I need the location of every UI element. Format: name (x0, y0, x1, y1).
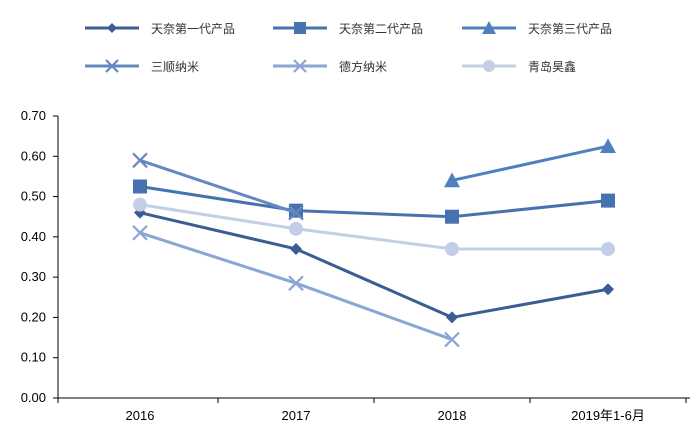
series-line (139, 211, 609, 319)
data-point (445, 209, 459, 224)
data-point (444, 331, 460, 348)
data-point (289, 203, 303, 218)
y-tick-label: 0.60 (21, 148, 46, 163)
y-tick-label: 0.00 (21, 390, 46, 405)
series-4 (132, 225, 460, 348)
series-1 (133, 179, 615, 224)
data-point (290, 242, 302, 255)
legend-marker (483, 60, 495, 72)
data-point (132, 152, 148, 169)
y-tick-label: 0.10 (21, 350, 46, 365)
data-point (602, 283, 614, 296)
x-tick-label: 2019年1-6月 (571, 408, 645, 423)
legend-label: 天奈第一代产品 (151, 22, 235, 36)
series-lines (132, 138, 616, 348)
chart-axes: 0.00 0.10 0.20 0.30 0.40 0.50 0.60 0.70 2016 2017… (21, 108, 690, 423)
x-tick-label: 2016 (126, 408, 155, 423)
series-0 (134, 206, 614, 324)
data-point (132, 225, 148, 241)
legend-marker (482, 21, 496, 34)
legend-marker (294, 22, 306, 34)
series-line (451, 144, 609, 182)
data-point (601, 193, 615, 208)
series-2 (444, 138, 616, 188)
y-tick-label: 0.50 (21, 189, 46, 204)
data-point (600, 138, 616, 154)
data-point (289, 221, 303, 236)
legend-label: 天奈第三代产品 (528, 22, 612, 36)
legend-item: 三顺纳米 (85, 59, 199, 74)
y-tick-label: 0.70 (21, 108, 46, 123)
series-line (139, 158, 297, 215)
legend-item: 德方纳米 (273, 59, 387, 74)
x-tick-label: 2018 (438, 408, 467, 423)
legend-label: 德方纳米 (339, 59, 387, 74)
data-point (288, 204, 304, 221)
legend-item: 天奈第二代产品 (273, 22, 423, 36)
data-point (133, 179, 147, 194)
legend-marker (105, 59, 119, 73)
legend-item: 青岛昊鑫 (462, 59, 576, 74)
data-point (133, 197, 147, 212)
series-line (139, 203, 608, 251)
data-point (445, 241, 459, 256)
series-line (139, 185, 609, 219)
legend-label: 青岛昊鑫 (528, 59, 576, 74)
series-3 (132, 152, 304, 221)
y-tick-label: 0.40 (21, 229, 46, 244)
legend-marker (107, 23, 117, 33)
data-point (444, 172, 460, 188)
data-point (446, 311, 458, 324)
y-tick-label: 0.30 (21, 269, 46, 284)
legend-label: 三顺纳米 (151, 60, 199, 74)
series-5 (133, 197, 615, 256)
x-tick-label: 2017 (282, 408, 311, 423)
data-point (288, 275, 304, 291)
legend-marker (293, 59, 307, 73)
y-tick-label: 0.20 (21, 309, 46, 324)
legend-label: 天奈第二代产品 (339, 22, 423, 36)
data-point (601, 241, 615, 256)
legend-item: 天奈第一代产品 (85, 22, 235, 36)
legend-item: 天奈第三代产品 (462, 21, 612, 36)
